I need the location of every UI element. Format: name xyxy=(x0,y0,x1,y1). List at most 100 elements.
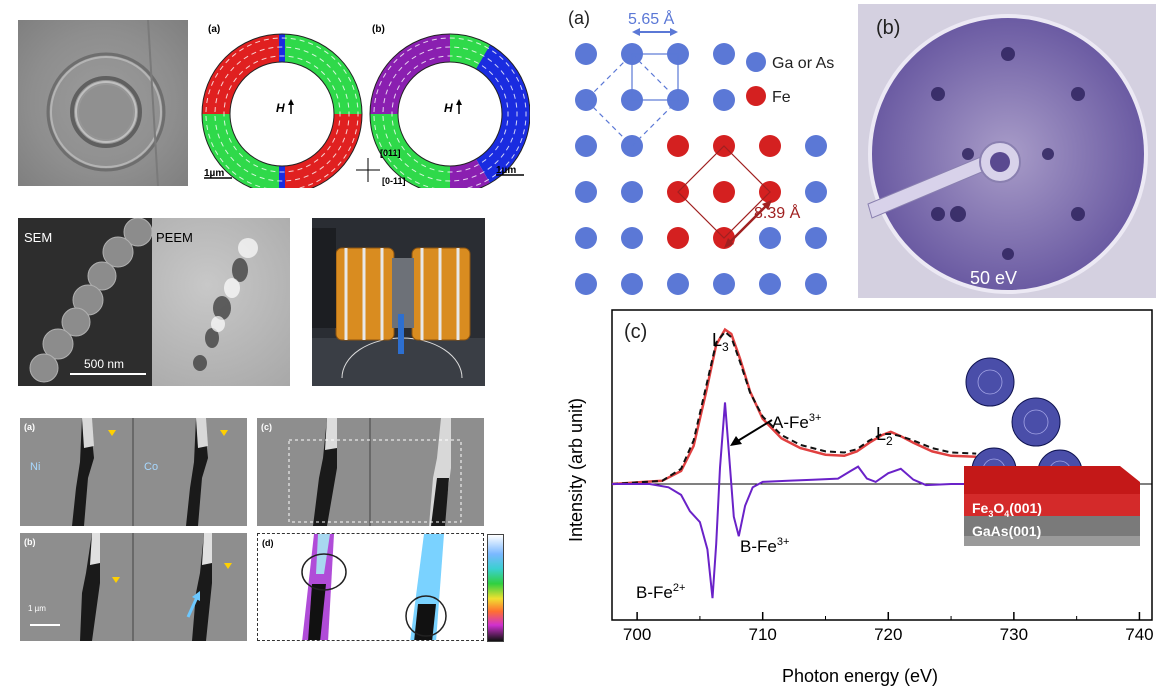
ring-moment-arrow xyxy=(238,70,244,76)
x-tick-label: 740 xyxy=(1125,625,1153,644)
ring-moment-arrow xyxy=(484,45,490,50)
ring-moment-arrow xyxy=(308,42,314,45)
x-ticks: 700 710 720 730 740 xyxy=(623,612,1154,644)
x-tick-label: 700 xyxy=(623,625,651,644)
ring-moment-arrow xyxy=(311,53,317,57)
b-fe3-annotation: B-Fe3+ xyxy=(740,536,789,556)
ring-moment-arrow xyxy=(316,178,322,183)
ring-moment-arrow xyxy=(354,93,357,99)
ring-moment-arrow xyxy=(479,53,485,57)
l2-annotation: L2 xyxy=(876,424,893,448)
series-xas-dashed xyxy=(611,330,977,485)
ring-moment-arrow xyxy=(513,129,516,135)
ring-moment-arrow xyxy=(393,93,397,99)
ring-moment-arrow xyxy=(515,120,518,126)
ring-moment-arrow xyxy=(419,173,425,177)
ring-moment-arrow xyxy=(481,65,487,69)
ring-moment-arrow xyxy=(506,120,509,126)
ring-moment-arrow xyxy=(320,70,326,76)
ga-as-atom xyxy=(575,181,597,203)
ring-domain-svg: (a) (b) H H 1µm 1µm [011] [0-11] xyxy=(201,24,530,188)
ring-moment-arrow xyxy=(516,76,520,82)
ring-moment-arrow xyxy=(316,45,322,50)
ring-moment-arrow xyxy=(519,85,523,91)
ring-moment-arrow xyxy=(347,102,350,108)
ring-moment-arrow xyxy=(505,161,510,166)
ring-moment-arrow xyxy=(214,72,219,78)
ring-moment-arrow xyxy=(516,146,520,152)
ring-moment-arrow xyxy=(411,168,417,173)
ring-moment-arrow xyxy=(438,170,444,173)
ring-moment-arrow xyxy=(246,43,252,47)
ring-moment-arrow xyxy=(223,120,226,126)
ring-moment-arrow xyxy=(378,80,382,86)
ring-moment-arrow xyxy=(348,76,352,82)
ring-moment-arrow xyxy=(246,181,252,185)
unit-cell-small xyxy=(631,53,679,101)
ring-moment-arrow xyxy=(219,65,224,71)
ring-moment-arrow xyxy=(429,57,435,61)
ring-arrow-pattern xyxy=(205,37,527,188)
ring-moment-arrow xyxy=(500,137,504,143)
ring-moment-arrow xyxy=(484,178,490,183)
b-fe2-annotation: B-Fe2+ xyxy=(636,582,685,602)
a-fe3-annotation: A-Fe3+ xyxy=(772,412,821,432)
ring-moment-arrow xyxy=(436,47,442,49)
ring-moment-arrow xyxy=(506,102,509,108)
ring-moment-arrow xyxy=(261,167,267,171)
ring-moment-arrow xyxy=(223,102,226,108)
ring-moment-arrow xyxy=(342,137,346,143)
sem-scale-label: 500 nm xyxy=(84,357,124,371)
ring-moment-arrow xyxy=(303,50,309,53)
series-xas-red xyxy=(611,327,977,486)
ring-moment-arrow xyxy=(243,55,249,60)
ring-moment-arrow xyxy=(230,156,235,162)
ring-moment-arrow xyxy=(406,152,412,158)
ring-moment-arrow xyxy=(413,159,419,163)
xmcd-scale-label: 1 µm xyxy=(28,604,46,613)
ring-moment-arrow xyxy=(427,48,433,52)
xmcd-b-label: (b) xyxy=(24,537,36,547)
ring-domain-figure: (a) (b) H H 1µm 1µm [011] [0-11] xyxy=(200,18,530,188)
ring-moment-arrow xyxy=(255,184,261,188)
ring-moment-arrow xyxy=(245,159,251,163)
ring-moment-arrow xyxy=(499,55,504,60)
xmcd-a-label: (a) xyxy=(24,422,35,432)
ring-moment-arrow xyxy=(378,142,382,148)
ring-moment-arrow xyxy=(337,145,342,151)
ga-as-atom xyxy=(805,273,827,295)
ring-moment-arrow xyxy=(225,58,230,64)
ring-scale-b: 1µm xyxy=(496,165,516,176)
ring-moment-arrow xyxy=(308,183,314,186)
xmcd-panel-a: (a) Ni Co xyxy=(20,418,247,526)
lattice-panel-label: (a) xyxy=(568,8,590,28)
ring-moment-arrow xyxy=(347,120,350,126)
ring-moment-arrow xyxy=(427,176,433,180)
ring-moment-arrow xyxy=(524,102,527,108)
ring-moment-arrow xyxy=(217,133,220,139)
spectrum-svg: 700 710 720 730 740 (c) L3 L2 A-Fe3+ B-Fe3+ … xyxy=(566,309,1154,686)
ga-as-atom xyxy=(575,273,597,295)
ring-moment-arrow xyxy=(388,141,392,147)
ring-moment-arrow xyxy=(224,149,229,155)
xmcd-c-drawing: (c) xyxy=(261,418,462,526)
leed-pattern-image: (b) 50 eV xyxy=(858,4,1156,298)
ring-moment-arrow xyxy=(225,93,229,99)
ring-moment-arrow xyxy=(297,167,303,171)
ring-moment-arrow xyxy=(239,176,244,181)
ring-moment-arrow xyxy=(436,179,442,181)
ring-moment-arrow xyxy=(354,129,357,135)
ring-moment-arrow xyxy=(491,50,497,55)
ring-moment-arrow xyxy=(454,179,460,182)
ring-moment-arrow xyxy=(233,145,237,151)
ring-moment-arrow xyxy=(465,167,471,171)
ga-as-atom xyxy=(575,43,597,65)
ring-moment-arrow xyxy=(374,124,377,130)
ring-moment-arrow xyxy=(220,81,224,87)
ring-moment-arrow xyxy=(327,77,331,83)
ring-moment-arrow xyxy=(404,163,409,168)
ring-moment-arrow xyxy=(335,129,339,135)
ring-moment-arrow xyxy=(261,57,267,61)
ring-moment-arrow xyxy=(505,62,510,67)
lattice-figure: (a) 5.65 Å 8.39 Å Ga or As Fe xyxy=(560,0,850,300)
